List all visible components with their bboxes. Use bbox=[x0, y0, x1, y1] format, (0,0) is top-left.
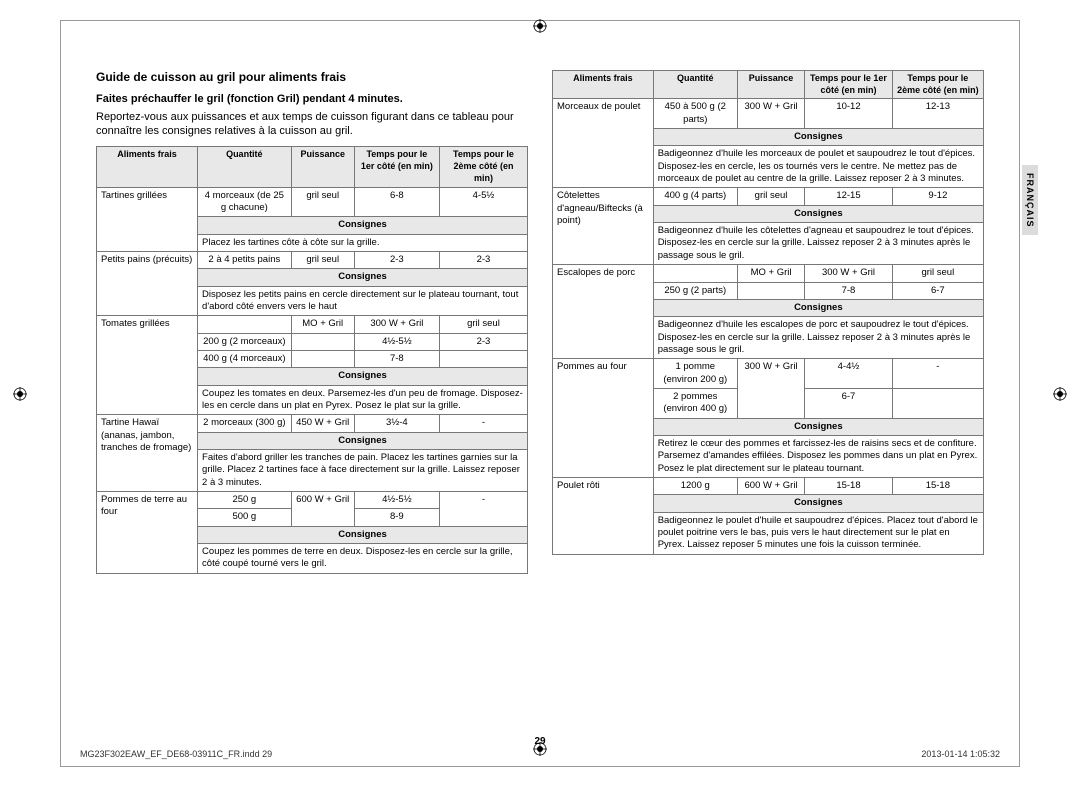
footer-filename: MG23F302EAW_EF_DE68-03911C_FR.indd 29 bbox=[80, 749, 272, 759]
left-column: Guide de cuisson au gril pour aliments f… bbox=[96, 70, 528, 737]
registration-mark-icon bbox=[1052, 386, 1068, 402]
food-cell: Tartine Hawaï (ananas, jambon, tranches … bbox=[97, 415, 198, 492]
th-time1: Temps pour le 1er côté (en min) bbox=[354, 147, 439, 187]
section-title: Guide de cuisson au gril pour aliments f… bbox=[96, 70, 528, 86]
food-cell: Pommes de terre au four bbox=[97, 492, 198, 574]
food-cell: Tomates grillées bbox=[97, 316, 198, 415]
food-cell: Petits pains (précuits) bbox=[97, 251, 198, 315]
registration-mark-icon bbox=[12, 386, 28, 402]
food-cell: Côtelettes d'agneau/Biftecks (à point) bbox=[553, 188, 654, 265]
th-qty: Quantité bbox=[653, 71, 737, 99]
food-cell: Morceaux de poulet bbox=[553, 99, 654, 188]
preheat-instruction: Faites préchauffer le gril (fonction Gri… bbox=[96, 92, 528, 106]
food-cell: Pommes au four bbox=[553, 359, 654, 478]
food-cell: Poulet rôti bbox=[553, 477, 654, 554]
th-food: Aliments frais bbox=[97, 147, 198, 187]
th-power: Puissance bbox=[291, 147, 354, 187]
th-time1: Temps pour le 1er côté (en min) bbox=[805, 71, 892, 99]
right-column: Aliments frais Quantité Puissance Temps … bbox=[552, 70, 984, 737]
page-content: Guide de cuisson au gril pour aliments f… bbox=[96, 70, 984, 737]
cooking-table-right: Aliments frais Quantité Puissance Temps … bbox=[552, 70, 984, 555]
th-qty: Quantité bbox=[198, 147, 292, 187]
page-number: 29 bbox=[0, 736, 1080, 747]
food-cell: Escalopes de porc bbox=[553, 265, 654, 359]
language-tab: FRANÇAIS bbox=[1022, 165, 1038, 235]
th-food: Aliments frais bbox=[553, 71, 654, 99]
food-cell: Tartines grillées bbox=[97, 187, 198, 251]
footer-timestamp: 2013-01-14 1:05:32 bbox=[921, 749, 1000, 759]
registration-mark-icon bbox=[532, 18, 548, 34]
intro-text: Reportez-vous aux puissances et aux temp… bbox=[96, 110, 528, 139]
cooking-table-left: Aliments frais Quantité Puissance Temps … bbox=[96, 146, 528, 573]
th-time2: Temps pour le 2ème côté (en min) bbox=[892, 71, 983, 99]
th-time2: Temps pour le 2ème côté (en min) bbox=[439, 147, 527, 187]
th-power: Puissance bbox=[737, 71, 804, 99]
